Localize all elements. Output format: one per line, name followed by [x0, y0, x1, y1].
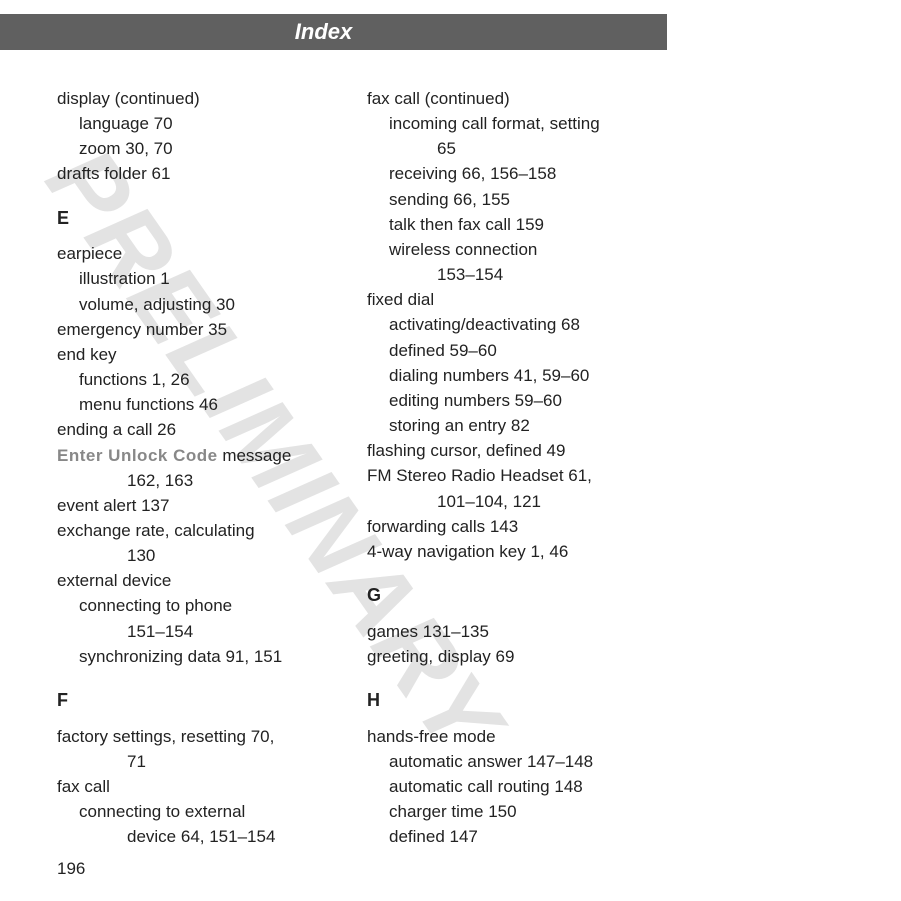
index-entry: zoom 30, 70 — [79, 136, 337, 161]
index-entry: factory settings, resetting 70, — [57, 724, 337, 749]
index-entry: wireless connection — [389, 237, 647, 262]
index-entry: 71 — [127, 749, 337, 774]
index-entry: hands-free mode — [367, 724, 647, 749]
index-entry: illustration 1 — [79, 266, 337, 291]
index-entry: 101–104, 121 — [437, 489, 647, 514]
index-entry: fax call (continued) — [367, 86, 647, 111]
index-entry: 65 — [437, 136, 647, 161]
index-entry: defined 147 — [389, 824, 647, 849]
index-entry: Enter Unlock Code message — [57, 443, 337, 468]
index-columns: display (continued)language 70zoom 30, 7… — [57, 86, 647, 849]
page: PRELIMINARY Index display (continued)lan… — [0, 0, 901, 901]
index-entry: connecting to external — [79, 799, 337, 824]
index-entry: connecting to phone — [79, 593, 337, 618]
index-letter: E — [57, 205, 337, 232]
header-title: Index — [295, 19, 372, 45]
index-entry: drafts folder 61 — [57, 161, 337, 186]
index-entry: storing an entry 82 — [389, 413, 647, 438]
index-entry: incoming call format, setting — [389, 111, 647, 136]
index-entry: end key — [57, 342, 337, 367]
entry-suffix: message — [218, 446, 292, 465]
index-entry: emergency number 35 — [57, 317, 337, 342]
index-column-2: fax call (continued)incoming call format… — [367, 86, 647, 849]
index-entry: earpiece — [57, 241, 337, 266]
index-entry: editing numbers 59–60 — [389, 388, 647, 413]
index-entry: menu functions 46 — [79, 392, 337, 417]
index-entry: activating/deactivating 68 — [389, 312, 647, 337]
index-entry: 4-way navigation key 1, 46 — [367, 539, 647, 564]
index-letter: H — [367, 687, 647, 714]
index-column-1: display (continued)language 70zoom 30, 7… — [57, 86, 337, 849]
index-entry: fixed dial — [367, 287, 647, 312]
index-entry: games 131–135 — [367, 619, 647, 644]
index-entry: 130 — [127, 543, 337, 568]
page-number: 196 — [57, 859, 85, 879]
index-entry: receiving 66, 156–158 — [389, 161, 647, 186]
index-entry: greeting, display 69 — [367, 644, 647, 669]
index-entry: 151–154 — [127, 619, 337, 644]
index-entry: flashing cursor, defined 49 — [367, 438, 647, 463]
index-entry: defined 59–60 — [389, 338, 647, 363]
index-entry: functions 1, 26 — [79, 367, 337, 392]
index-entry: sending 66, 155 — [389, 187, 647, 212]
index-entry: 153–154 — [437, 262, 647, 287]
index-entry: fax call — [57, 774, 337, 799]
index-entry: talk then fax call 159 — [389, 212, 647, 237]
index-letter: G — [367, 582, 647, 609]
index-entry: exchange rate, calculating — [57, 518, 337, 543]
index-entry: forwarding calls 143 — [367, 514, 647, 539]
index-entry: ending a call 26 — [57, 417, 337, 442]
header-bar: Index — [0, 14, 667, 50]
index-entry: event alert 137 — [57, 493, 337, 518]
index-entry: volume, adjusting 30 — [79, 292, 337, 317]
index-entry: dialing numbers 41, 59–60 — [389, 363, 647, 388]
index-entry: language 70 — [79, 111, 337, 136]
index-entry: automatic answer 147–148 — [389, 749, 647, 774]
index-entry: automatic call routing 148 — [389, 774, 647, 799]
code-text: Enter Unlock Code — [57, 446, 218, 465]
index-entry: FM Stereo Radio Headset 61, — [367, 463, 647, 488]
index-entry: charger time 150 — [389, 799, 647, 824]
index-entry: display (continued) — [57, 86, 337, 111]
index-entry: 162, 163 — [127, 468, 337, 493]
index-letter: F — [57, 687, 337, 714]
index-entry: synchronizing data 91, 151 — [79, 644, 337, 669]
index-entry: external device — [57, 568, 337, 593]
index-entry: device 64, 151–154 — [127, 824, 337, 849]
